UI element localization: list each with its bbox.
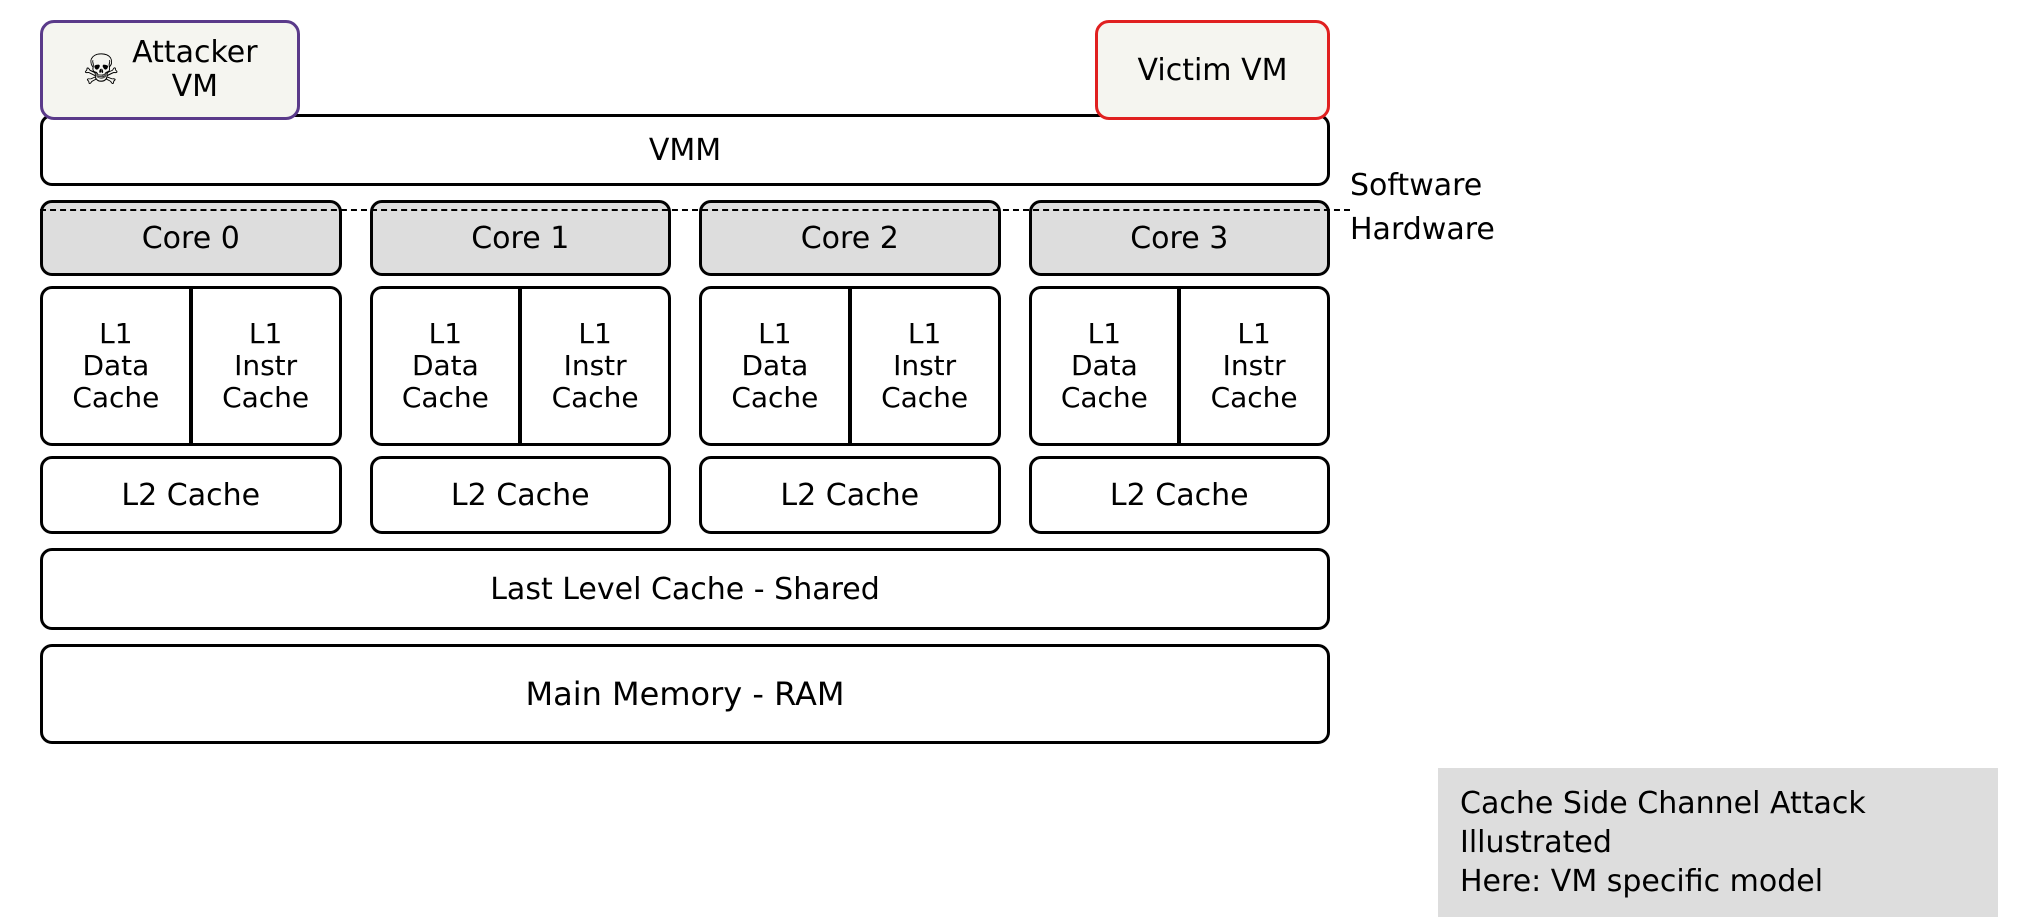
l1-instr-cache-1: L1InstrCache xyxy=(520,286,671,446)
caption-line1: Cache Side Channel Attack Illustrated xyxy=(1460,784,1976,862)
core-column-0: Core 0 L1DataCacheL1InstrCache L2 Cache xyxy=(40,200,342,534)
attacker-vm-label-line2: VM xyxy=(132,70,258,105)
software-hardware-separator xyxy=(40,209,1350,211)
l2-cache-1: L2 Cache xyxy=(370,456,672,534)
attacker-vm-label: Attacker VM xyxy=(132,36,258,105)
vm-row: ☠ Attacker VM Victim VM xyxy=(40,20,1330,120)
cores-row: Core 0L1DataCacheL1InstrCacheL2 CacheCor… xyxy=(40,200,1330,534)
core-column-3: Core 3 L1DataCacheL1InstrCache L2 Cache xyxy=(1029,200,1331,534)
core-header-1: Core 1 xyxy=(370,200,672,276)
software-label: Software xyxy=(1350,168,1482,203)
l1-instr-cache-2: L1InstrCache xyxy=(850,286,1001,446)
last-level-cache-box: Last Level Cache - Shared xyxy=(40,548,1330,630)
l1-instr-cache-0: L1InstrCache xyxy=(191,286,342,446)
caption-line2: Here: VM specific model xyxy=(1460,862,1976,901)
l1-row-0: L1DataCacheL1InstrCache xyxy=(40,286,342,446)
victim-vm-label: Victim VM xyxy=(1138,53,1288,88)
l1-data-cache-0: L1DataCache xyxy=(40,286,191,446)
core-header-0: Core 0 xyxy=(40,200,342,276)
l1-data-cache-2: L1DataCache xyxy=(699,286,850,446)
l1-row-2: L1DataCacheL1InstrCache xyxy=(699,286,1001,446)
l1-data-cache-3: L1DataCache xyxy=(1029,286,1180,446)
main-memory-box: Main Memory - RAM xyxy=(40,644,1330,744)
hardware-label: Hardware xyxy=(1350,212,1495,247)
l1-instr-cache-3: L1InstrCache xyxy=(1179,286,1330,446)
l1-row-3: L1DataCacheL1InstrCache xyxy=(1029,286,1331,446)
l2-cache-2: L2 Cache xyxy=(699,456,1001,534)
core-column-1: Core 1 L1DataCacheL1InstrCache L2 Cache xyxy=(370,200,672,534)
l2-cache-3: L2 Cache xyxy=(1029,456,1331,534)
caption-box: Cache Side Channel Attack Illustrated He… xyxy=(1438,768,1998,917)
l2-cache-0: L2 Cache xyxy=(40,456,342,534)
skull-crossbones-icon: ☠ xyxy=(82,49,120,91)
vmm-box: VMM xyxy=(40,114,1330,186)
architecture-diagram: ☠ Attacker VM Victim VM VMM Core 0 L1Data… xyxy=(40,20,1330,744)
l1-row-1: L1DataCacheL1InstrCache xyxy=(370,286,672,446)
core-header-3: Core 3 xyxy=(1029,200,1331,276)
attacker-vm-box: ☠ Attacker VM xyxy=(40,20,300,120)
victim-vm-box: Victim VM xyxy=(1095,20,1330,120)
last-level-cache-label: Last Level Cache - Shared xyxy=(490,572,880,607)
main-memory-label: Main Memory - RAM xyxy=(525,675,844,713)
attacker-vm-label-line1: Attacker xyxy=(132,36,258,71)
vmm-label: VMM xyxy=(649,133,721,168)
core-header-2: Core 2 xyxy=(699,200,1001,276)
l1-data-cache-1: L1DataCache xyxy=(370,286,521,446)
core-column-2: Core 2 L1DataCacheL1InstrCache L2 Cache xyxy=(699,200,1001,534)
